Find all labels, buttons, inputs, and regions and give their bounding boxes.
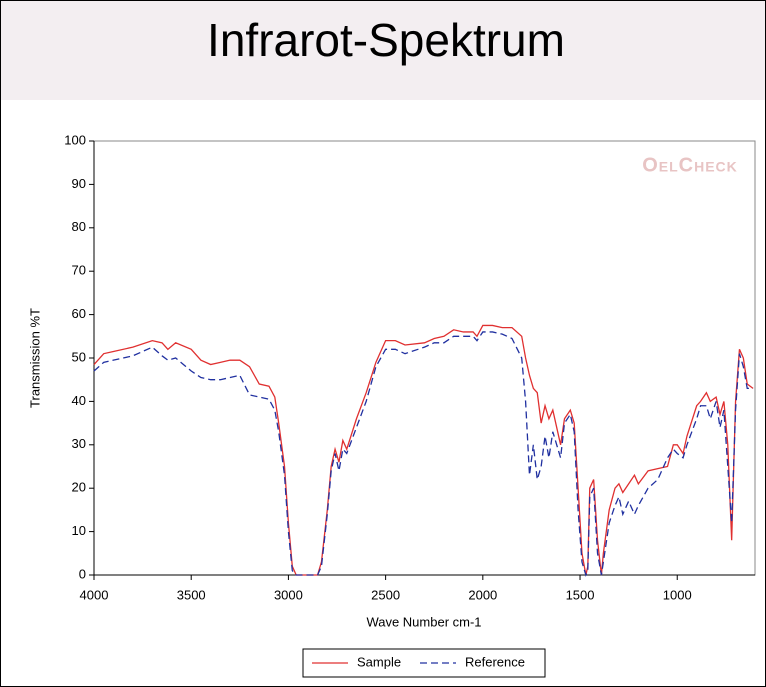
x-tick-label: 4000 bbox=[80, 587, 109, 602]
y-axis-title: Transmission %T bbox=[27, 308, 42, 408]
legend-label: Reference bbox=[465, 654, 525, 669]
watermark: OelCheck bbox=[642, 154, 738, 176]
chart-title: Infrarot-Spektrum bbox=[207, 14, 565, 66]
y-tick-label: 50 bbox=[72, 349, 86, 364]
y-tick-label: 60 bbox=[72, 306, 86, 321]
y-tick-label: 40 bbox=[72, 393, 86, 408]
series-line bbox=[93, 331, 754, 577]
legend-label: Sample bbox=[357, 654, 401, 669]
x-axis-title: Wave Number cm-1 bbox=[366, 614, 481, 629]
x-tick-label: 2500 bbox=[371, 587, 400, 602]
series-line bbox=[93, 324, 754, 576]
x-tick-label: 1500 bbox=[566, 587, 595, 602]
y-tick-label: 70 bbox=[72, 263, 86, 278]
y-tick-label: 0 bbox=[79, 566, 86, 581]
x-tick-label: 3000 bbox=[274, 587, 303, 602]
y-tick-label: 20 bbox=[72, 480, 86, 495]
y-tick-label: 80 bbox=[72, 219, 86, 234]
y-tick-label: 100 bbox=[64, 132, 86, 147]
plot-area bbox=[93, 140, 756, 576]
x-tick-label: 1000 bbox=[663, 587, 692, 602]
x-tick-label: 3500 bbox=[177, 587, 206, 602]
y-tick-label: 30 bbox=[72, 436, 86, 451]
x-tick-label: 2000 bbox=[468, 587, 497, 602]
y-tick-label: 90 bbox=[72, 176, 86, 191]
title-band bbox=[1, 1, 765, 100]
y-tick-label: 10 bbox=[72, 523, 86, 538]
